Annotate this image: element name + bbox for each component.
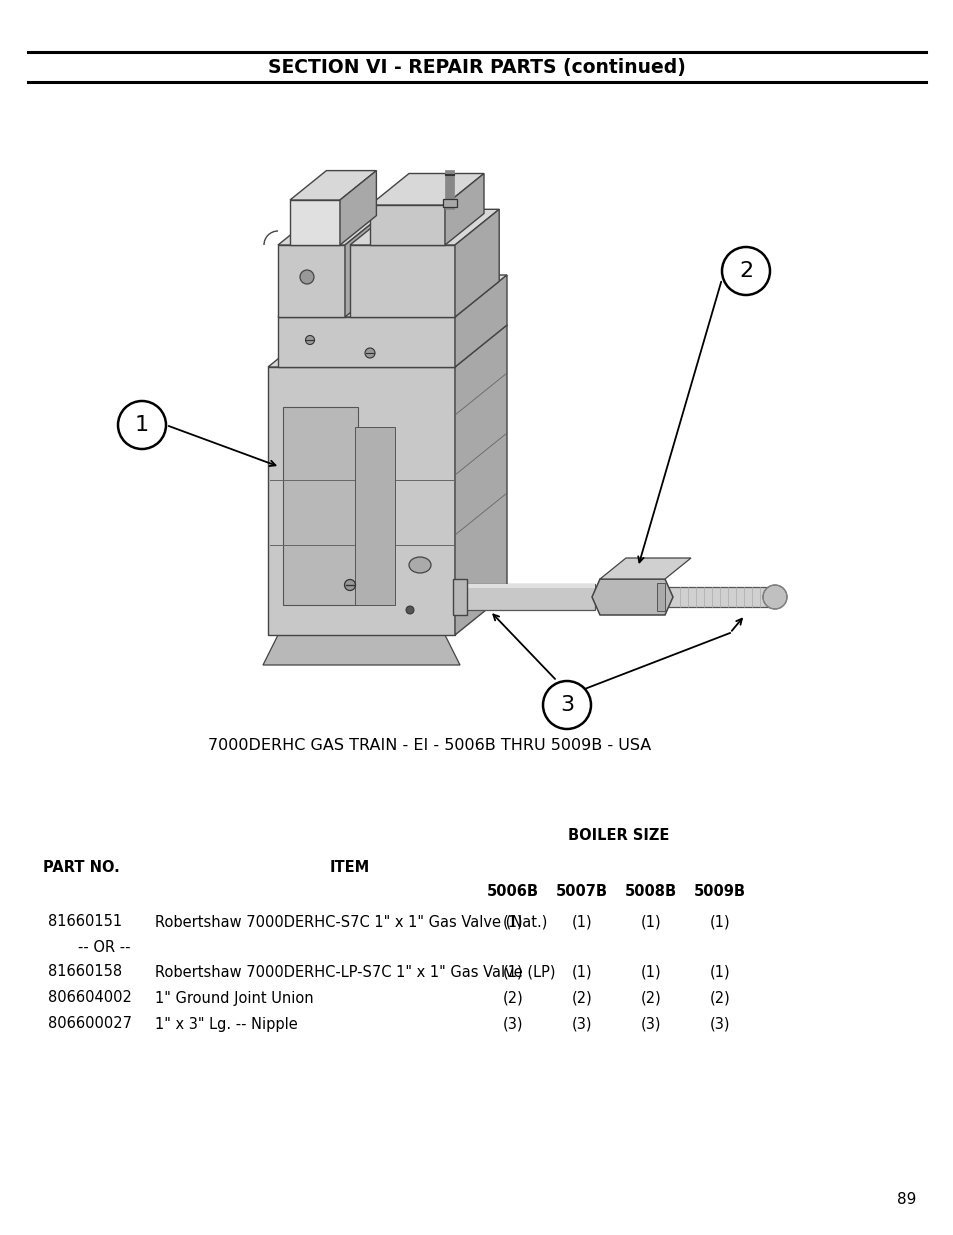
Text: (1): (1) bbox=[502, 965, 523, 979]
Text: 1" x 3" Lg. -- Nipple: 1" x 3" Lg. -- Nipple bbox=[154, 1016, 297, 1031]
Text: -- OR --: -- OR -- bbox=[78, 941, 131, 956]
Polygon shape bbox=[339, 170, 376, 245]
Text: 1: 1 bbox=[134, 415, 149, 435]
Polygon shape bbox=[277, 275, 506, 317]
Text: Robertshaw 7000DERHC-S7C 1" x 1" Gas Valve (Nat.): Robertshaw 7000DERHC-S7C 1" x 1" Gas Val… bbox=[154, 914, 547, 930]
Text: Robertshaw 7000DERHC-LP-S7C 1" x 1" Gas Valve (LP): Robertshaw 7000DERHC-LP-S7C 1" x 1" Gas … bbox=[154, 965, 555, 979]
Polygon shape bbox=[453, 579, 467, 615]
Polygon shape bbox=[268, 367, 455, 635]
Text: SECTION VI - REPAIR PARTS (continued): SECTION VI - REPAIR PARTS (continued) bbox=[268, 58, 685, 77]
Text: (1): (1) bbox=[502, 914, 523, 930]
Text: (2): (2) bbox=[709, 990, 730, 1005]
Text: (1): (1) bbox=[640, 914, 660, 930]
Circle shape bbox=[762, 585, 786, 609]
Text: BOILER SIZE: BOILER SIZE bbox=[567, 827, 668, 844]
Polygon shape bbox=[442, 199, 456, 207]
Polygon shape bbox=[277, 209, 389, 245]
Text: 2: 2 bbox=[739, 261, 752, 282]
Polygon shape bbox=[370, 205, 444, 245]
Polygon shape bbox=[345, 209, 389, 317]
Text: 89: 89 bbox=[896, 1193, 915, 1208]
Circle shape bbox=[305, 336, 314, 345]
Polygon shape bbox=[277, 245, 345, 317]
Text: (1): (1) bbox=[709, 965, 730, 979]
Text: (3): (3) bbox=[502, 1016, 522, 1031]
Circle shape bbox=[542, 680, 590, 729]
Text: 81660158: 81660158 bbox=[48, 965, 122, 979]
Circle shape bbox=[299, 270, 314, 284]
Circle shape bbox=[365, 348, 375, 358]
Text: (2): (2) bbox=[640, 990, 660, 1005]
Text: 81660151: 81660151 bbox=[48, 914, 122, 930]
Circle shape bbox=[118, 401, 166, 450]
Polygon shape bbox=[455, 325, 506, 635]
Text: (1): (1) bbox=[640, 965, 660, 979]
Text: (3): (3) bbox=[571, 1016, 592, 1031]
Polygon shape bbox=[355, 427, 395, 605]
Polygon shape bbox=[456, 584, 595, 588]
Text: 7000DERHC GAS TRAIN - EI - 5006B THRU 5009B - USA: 7000DERHC GAS TRAIN - EI - 5006B THRU 50… bbox=[208, 737, 651, 752]
Polygon shape bbox=[657, 583, 664, 611]
Polygon shape bbox=[263, 635, 459, 664]
Text: 806604002: 806604002 bbox=[48, 990, 132, 1005]
Polygon shape bbox=[455, 209, 498, 317]
Circle shape bbox=[721, 247, 769, 295]
Text: 5009B: 5009B bbox=[693, 884, 745, 899]
Text: 5007B: 5007B bbox=[556, 884, 607, 899]
Polygon shape bbox=[268, 325, 506, 367]
Polygon shape bbox=[592, 579, 672, 615]
Text: (2): (2) bbox=[502, 990, 523, 1005]
Polygon shape bbox=[277, 317, 455, 367]
Text: (3): (3) bbox=[709, 1016, 729, 1031]
Polygon shape bbox=[664, 587, 780, 606]
Text: 1" Ground Joint Union: 1" Ground Joint Union bbox=[154, 990, 314, 1005]
Text: (1): (1) bbox=[571, 965, 592, 979]
Text: PART NO.: PART NO. bbox=[43, 861, 120, 876]
Polygon shape bbox=[290, 200, 339, 245]
Polygon shape bbox=[444, 173, 483, 245]
Text: 5006B: 5006B bbox=[486, 884, 538, 899]
Polygon shape bbox=[599, 558, 690, 579]
Polygon shape bbox=[456, 584, 595, 610]
Text: (1): (1) bbox=[571, 914, 592, 930]
Polygon shape bbox=[290, 170, 376, 200]
Polygon shape bbox=[350, 245, 455, 317]
Text: (3): (3) bbox=[640, 1016, 660, 1031]
Text: 806600027: 806600027 bbox=[48, 1016, 132, 1031]
Polygon shape bbox=[283, 408, 357, 605]
Text: (1): (1) bbox=[709, 914, 730, 930]
Polygon shape bbox=[350, 209, 498, 245]
Circle shape bbox=[344, 579, 355, 590]
Polygon shape bbox=[455, 275, 506, 367]
Polygon shape bbox=[370, 173, 483, 205]
Ellipse shape bbox=[409, 557, 431, 573]
Text: 5008B: 5008B bbox=[624, 884, 677, 899]
Text: 3: 3 bbox=[559, 695, 574, 715]
Circle shape bbox=[406, 606, 414, 614]
Text: ITEM: ITEM bbox=[330, 861, 370, 876]
Text: (2): (2) bbox=[571, 990, 592, 1005]
